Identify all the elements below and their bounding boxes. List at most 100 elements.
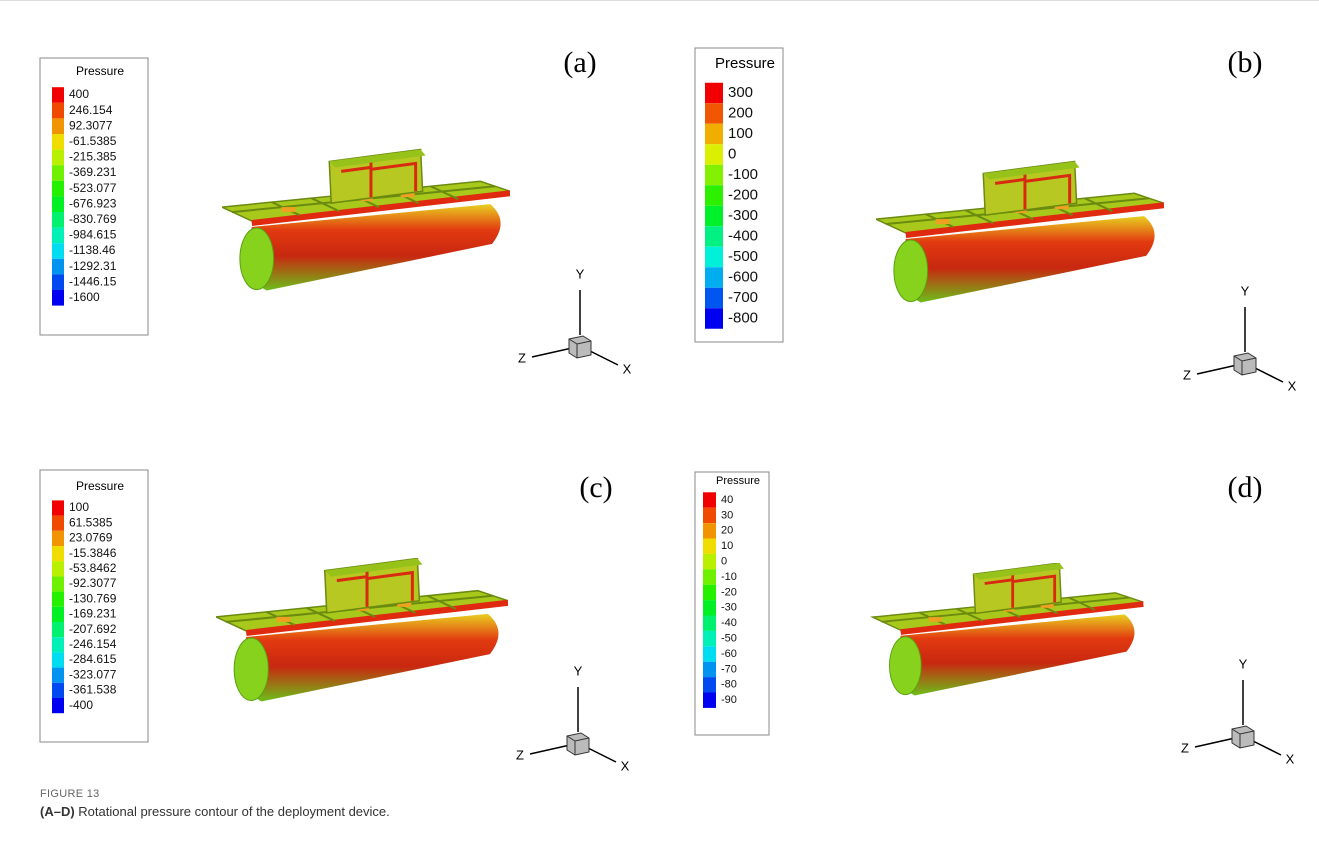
legend-swatch: [52, 561, 64, 576]
legend-title: Pressure: [76, 479, 124, 493]
legend-swatch: [703, 523, 716, 538]
legend-swatch: [52, 196, 64, 212]
legend-label: -60: [721, 648, 737, 660]
legend-swatch: [52, 698, 64, 713]
device-model: [876, 162, 1164, 303]
legend-swatch: [705, 247, 723, 268]
legend-label: -10: [721, 571, 737, 583]
legend-label: -369.231: [69, 165, 117, 179]
device-model: [216, 558, 508, 701]
legend-label: -830.769: [69, 212, 117, 226]
legend-swatch: [705, 144, 723, 165]
legend-swatch: [705, 226, 723, 247]
legend-swatch: [52, 181, 64, 197]
legend-swatch: [703, 693, 716, 708]
legend-label: -100: [728, 166, 758, 183]
panel-label: (a): [563, 46, 596, 79]
caption-range: (A–D): [40, 804, 75, 819]
legend-label: -50: [721, 633, 737, 645]
legend-swatch: [703, 600, 716, 615]
axis-x: [586, 747, 616, 762]
legend-swatch: [703, 616, 716, 631]
caption-line: (A–D) Rotational pressure contour of the…: [40, 804, 390, 819]
legend-swatch: [52, 150, 64, 166]
axis-label-z: Z: [1183, 367, 1191, 382]
legend-swatch: [52, 259, 64, 275]
legend-label: 0: [728, 145, 736, 162]
legend-swatch: [703, 662, 716, 677]
legend-label: -1138.46: [69, 243, 116, 257]
legend-label: -323.077: [69, 667, 117, 681]
axis-x: [588, 350, 618, 365]
figure-label: FIGURE 13: [40, 788, 390, 800]
legend-label: -20: [721, 586, 737, 598]
legend-label: -246.154: [69, 637, 117, 651]
page: Pressure400246.15492.3077-61.5385-215.38…: [0, 0, 1319, 857]
legend-swatch: [703, 569, 716, 584]
legend-title: Pressure: [716, 475, 760, 487]
legend-swatch: [52, 576, 64, 591]
legend-swatch: [52, 134, 64, 150]
legend-swatch: [705, 185, 723, 206]
legend-title: Pressure: [715, 55, 775, 72]
axis-label-z: Z: [1181, 740, 1189, 755]
legend-label: -300: [728, 207, 758, 224]
axis-label-z: Z: [516, 747, 524, 762]
legend-label: -984.615: [69, 228, 117, 242]
axis-label-y: Y: [1239, 656, 1248, 671]
legend-swatch: [52, 212, 64, 228]
legend-swatch: [52, 103, 64, 119]
legend-label: -400: [728, 227, 758, 244]
legend-swatch: [705, 206, 723, 227]
device-model: [222, 150, 510, 291]
legend-label: -90: [721, 694, 737, 706]
legend-swatch: [52, 243, 64, 259]
device-model: [873, 563, 1144, 696]
legend-swatch: [705, 83, 723, 104]
legend-swatch: [705, 308, 723, 329]
axis-x: [1253, 367, 1283, 382]
legend-label: 20: [721, 525, 733, 537]
legend-swatch: [705, 288, 723, 309]
axis-x: [1251, 740, 1281, 755]
legend-label: -169.231: [69, 607, 117, 621]
legend-label: -500: [728, 248, 758, 265]
figure: Pressure400246.15492.3077-61.5385-215.38…: [0, 0, 1319, 780]
legend-label: -1600: [69, 290, 100, 304]
legend-swatch: [52, 592, 64, 607]
legend-label: 61.5385: [69, 515, 113, 529]
axis-cube: [1232, 726, 1254, 748]
legend-label: 23.0769: [69, 531, 113, 545]
panel-label: (b): [1228, 46, 1263, 79]
legend-label: 400: [69, 87, 89, 101]
legend-swatch: [52, 668, 64, 683]
axis-z: [1197, 365, 1237, 374]
legend-label: -30: [721, 602, 737, 614]
legend-label: -61.5385: [69, 134, 117, 148]
legend-label: -92.3077: [69, 576, 117, 590]
legend-swatch: [705, 124, 723, 145]
axis-cube: [569, 336, 591, 358]
legend-label: 200: [728, 104, 753, 121]
legend-swatch: [52, 165, 64, 181]
legend-label: -800: [728, 309, 758, 326]
legend-swatch: [52, 531, 64, 546]
legend-swatch: [703, 646, 716, 661]
legend-swatch: [703, 677, 716, 692]
legend-label: 0: [721, 556, 727, 568]
axis-cube: [1234, 353, 1256, 375]
legend-label: 246.154: [69, 103, 113, 117]
legend-label: -215.385: [69, 150, 117, 164]
axis-z: [530, 745, 570, 754]
panel-label: (c): [579, 471, 612, 504]
legend-label: -80: [721, 679, 737, 691]
legend-label: -53.8462: [69, 561, 117, 575]
axis-label-x: X: [621, 758, 630, 773]
legend-swatch: [52, 118, 64, 134]
legend-swatch: [52, 500, 64, 515]
legend-swatch: [705, 103, 723, 124]
caption-text: Rotational pressure contour of the deplo…: [78, 804, 389, 819]
legend-swatch: [703, 492, 716, 507]
legend-label: 100: [728, 125, 753, 142]
legend-label: -600: [728, 268, 758, 285]
